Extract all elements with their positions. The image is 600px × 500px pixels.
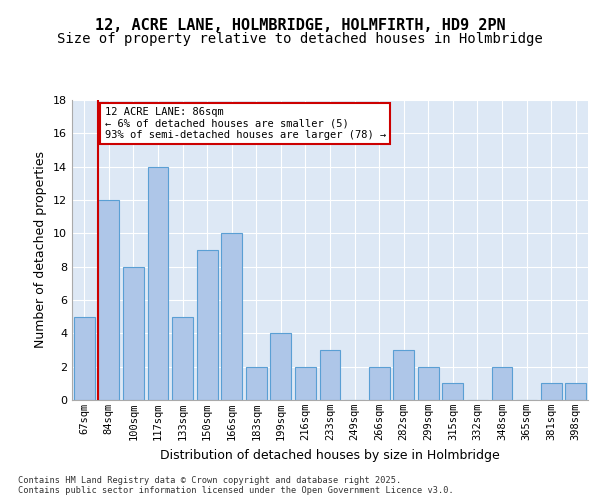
Bar [442, 384, 463, 400]
Text: 12 ACRE LANE: 86sqm
← 6% of detached houses are smaller (5)
93% of semi-detached: 12 ACRE LANE: 86sqm ← 6% of detached hou… [104, 106, 386, 140]
Text: Contains HM Land Registry data © Crown copyright and database right 2025.
Contai: Contains HM Land Registry data © Crown c… [18, 476, 454, 495]
Bar [123, 266, 144, 400]
Text: 12, ACRE LANE, HOLMBRIDGE, HOLMFIRTH, HD9 2PN: 12, ACRE LANE, HOLMBRIDGE, HOLMFIRTH, HD… [95, 18, 505, 32]
Bar [221, 234, 242, 400]
Bar [172, 316, 193, 400]
Bar [320, 350, 340, 400]
Bar [197, 250, 218, 400]
Bar [98, 200, 119, 400]
Bar [565, 384, 586, 400]
Y-axis label: Number of detached properties: Number of detached properties [34, 152, 47, 348]
X-axis label: Distribution of detached houses by size in Holmbridge: Distribution of detached houses by size … [160, 448, 500, 462]
Bar [295, 366, 316, 400]
Bar [246, 366, 267, 400]
Bar [148, 166, 169, 400]
Text: Size of property relative to detached houses in Holmbridge: Size of property relative to detached ho… [57, 32, 543, 46]
Bar [393, 350, 414, 400]
Bar [271, 334, 292, 400]
Bar [368, 366, 389, 400]
Bar [74, 316, 95, 400]
Bar [541, 384, 562, 400]
Bar [491, 366, 512, 400]
Bar [418, 366, 439, 400]
